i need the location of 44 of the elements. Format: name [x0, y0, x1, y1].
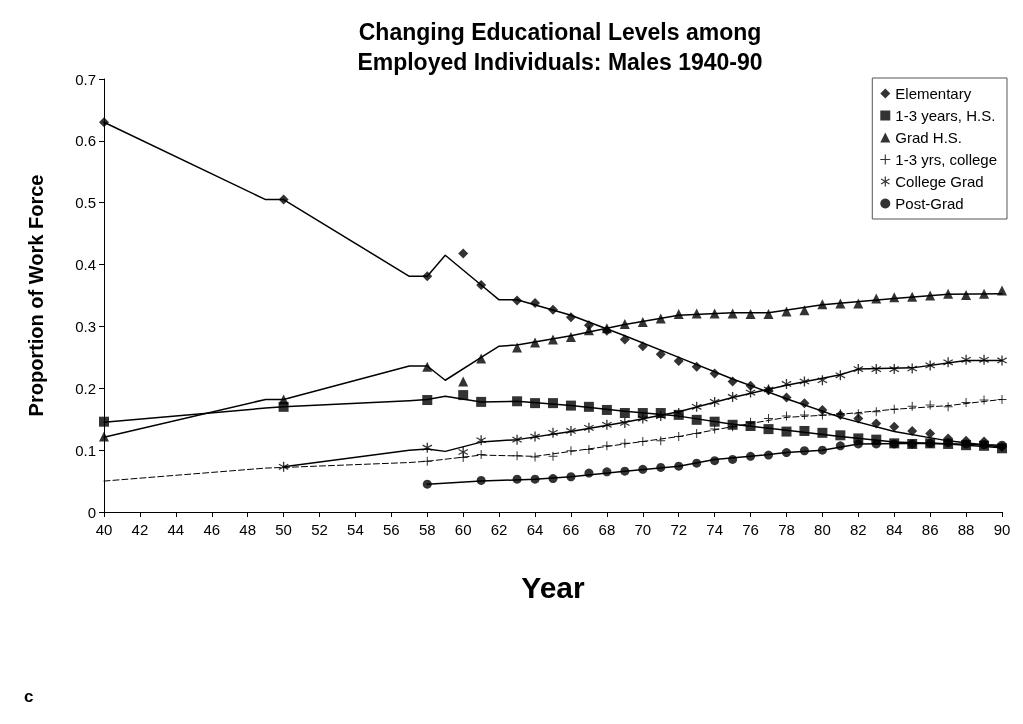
x-tick-label: 52: [311, 521, 328, 538]
x-tick-label: 88: [957, 521, 975, 538]
x-tick-label: 68: [598, 521, 616, 538]
x-tick-label: 66: [562, 521, 580, 538]
x-tick-label: 42: [131, 521, 149, 538]
x-tick-label: 80: [814, 521, 831, 538]
y-tick-label: 0.3: [75, 317, 96, 335]
legend-label: College Grad: [895, 173, 984, 190]
y-axis-title: Proportion of Work Force: [25, 174, 47, 417]
x-tick-label: 46: [203, 521, 221, 538]
x-tick-label: 90: [993, 521, 1011, 538]
x-tick-label: 76: [742, 521, 759, 538]
y-tick-label: 0.6: [75, 132, 96, 150]
x-tick-label: 74: [706, 521, 723, 538]
y-tick-label: 0.5: [75, 194, 96, 212]
x-tick-label: 50: [275, 521, 292, 538]
legend-label: Post-Grad: [895, 195, 964, 212]
x-axis-title: Year: [521, 570, 586, 604]
x-tick-label: 70: [634, 521, 652, 538]
x-tick-label: 56: [383, 521, 400, 538]
x-tick-label: 58: [418, 521, 436, 538]
x-tick-label: 82: [849, 521, 867, 538]
legend-label: 1-3 years, H.S.: [895, 107, 996, 124]
x-tick-label: 60: [454, 521, 472, 538]
x-tick-label: 64: [526, 521, 544, 538]
legend-label: Grad H.S.: [895, 129, 962, 146]
legend-label: Elementary: [895, 85, 972, 102]
text: c: [24, 687, 34, 706]
chart-title: Changing Educational Levels among Employed Individuals: Males 1940-90: [357, 19, 763, 75]
x-tick-label: 84: [885, 521, 903, 538]
y-tick-label: 0.7: [75, 70, 96, 88]
x-tick-label: 86: [921, 521, 939, 538]
x-tick-label: 54: [347, 521, 364, 538]
x-tick-label: 72: [670, 521, 688, 538]
x-tick-label: 62: [490, 521, 508, 538]
x-tick-label: 44: [167, 521, 185, 538]
y-tick-label: 0: [87, 503, 96, 521]
legend-label: 1-3 yrs, college: [895, 151, 998, 168]
x-tick-label: 78: [778, 521, 795, 538]
x-tick-label: 48: [239, 521, 257, 538]
y-tick-label: 0.1: [75, 441, 96, 459]
y-tick-label: 0.2: [75, 379, 96, 397]
x-tick-label: 40: [95, 521, 113, 538]
y-tick-label: 0.4: [75, 256, 96, 274]
